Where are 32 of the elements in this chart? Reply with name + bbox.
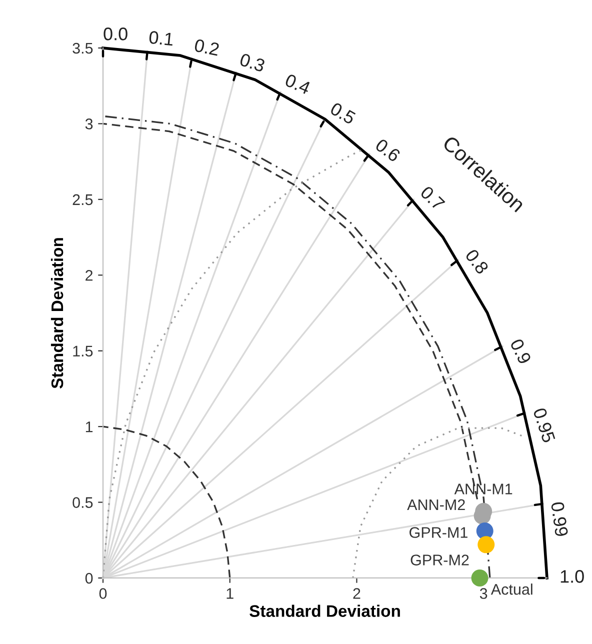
annotation: 0.0 (104, 28, 128, 40)
y-tick-label: 3.5 (72, 42, 93, 54)
annotation: 0.8 (464, 248, 490, 275)
y-tick-label: 3 (85, 118, 93, 130)
x-tick-label: 3 (480, 588, 488, 599)
series-label: ANN-M2 (407, 499, 465, 510)
y-tick-label: 0.5 (72, 497, 93, 508)
annotation: 0.2 (194, 38, 220, 56)
series-label: GPR-M2 (410, 554, 469, 566)
x-tick-label: 0 (99, 588, 107, 599)
annotation: 0.3 (239, 52, 266, 72)
y-axis-title: Standard Deviation (50, 238, 64, 388)
annotation: 0.4 (284, 73, 312, 95)
series-label: ANN-M1 (454, 484, 512, 494)
y-tick-label: 1 (86, 422, 93, 432)
series-label: Actual (490, 584, 532, 595)
y-tick-label: 1.5 (73, 346, 93, 357)
annotation: 1.0 (560, 570, 584, 583)
y-tick-label: 2.5 (72, 194, 93, 206)
series-label: GPR-M1 (410, 527, 468, 538)
x-tick-label: 1 (226, 588, 234, 599)
annotation: 0.9 (510, 338, 532, 365)
annotation: 0.6 (374, 138, 402, 162)
annotation: 0.1 (148, 30, 174, 46)
annotation: 0.95 (532, 407, 556, 444)
x-axis-title: Standard Deviation (250, 604, 400, 617)
annotation: 0.99 (550, 502, 568, 537)
y-tick-label: 2 (86, 270, 93, 281)
x-tick-label: 2 (353, 588, 360, 599)
annotation: 0.5 (329, 102, 356, 125)
y-tick-label: 0 (85, 572, 93, 584)
annotation: 0.7 (420, 185, 446, 211)
